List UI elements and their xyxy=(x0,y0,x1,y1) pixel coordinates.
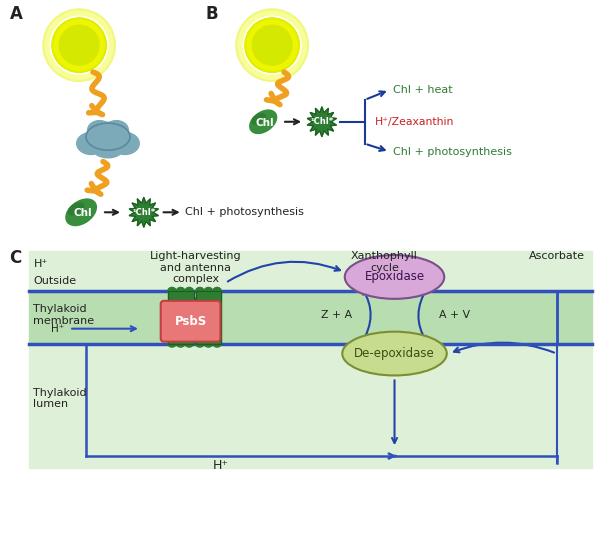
Ellipse shape xyxy=(176,340,185,347)
Text: Thylakoid
lumen: Thylakoid lumen xyxy=(34,388,87,409)
Circle shape xyxy=(52,18,106,72)
Circle shape xyxy=(59,25,99,65)
Ellipse shape xyxy=(185,287,193,294)
Text: Thylakoid
membrane: Thylakoid membrane xyxy=(34,304,95,326)
Text: Outside: Outside xyxy=(34,276,77,286)
Circle shape xyxy=(243,16,301,74)
Text: Chl + photosynthesis: Chl + photosynthesis xyxy=(392,147,511,157)
Text: ¹Chl*: ¹Chl* xyxy=(310,118,334,126)
Polygon shape xyxy=(129,197,158,227)
Ellipse shape xyxy=(205,340,212,347)
Circle shape xyxy=(50,16,108,74)
Text: C: C xyxy=(10,249,22,267)
Ellipse shape xyxy=(213,287,221,294)
Ellipse shape xyxy=(168,340,176,347)
Text: PsbS: PsbS xyxy=(175,315,206,328)
FancyBboxPatch shape xyxy=(167,291,194,344)
Ellipse shape xyxy=(345,255,444,299)
Text: H⁺: H⁺ xyxy=(34,259,47,269)
Ellipse shape xyxy=(77,133,106,155)
Ellipse shape xyxy=(176,287,185,294)
Ellipse shape xyxy=(104,121,128,139)
Ellipse shape xyxy=(250,110,277,134)
Text: ¹Chl*: ¹Chl* xyxy=(132,208,155,217)
FancyBboxPatch shape xyxy=(29,344,592,468)
Text: Xanthophyll
cycle: Xanthophyll cycle xyxy=(351,251,418,273)
Ellipse shape xyxy=(252,114,265,124)
Text: H⁺/Zeaxanthin: H⁺/Zeaxanthin xyxy=(374,117,454,127)
FancyBboxPatch shape xyxy=(29,251,592,291)
Ellipse shape xyxy=(110,133,139,155)
Ellipse shape xyxy=(68,203,84,215)
Text: Chl: Chl xyxy=(74,208,92,218)
Text: Z + A: Z + A xyxy=(321,310,352,320)
Text: Chl + heat: Chl + heat xyxy=(392,85,452,95)
Ellipse shape xyxy=(196,340,204,347)
Text: Epoxidase: Epoxidase xyxy=(364,271,425,284)
Ellipse shape xyxy=(88,121,112,139)
Text: De-epoxidase: De-epoxidase xyxy=(354,347,435,360)
Text: Chl: Chl xyxy=(256,118,274,128)
Circle shape xyxy=(236,9,308,81)
Text: A: A xyxy=(10,5,22,23)
Ellipse shape xyxy=(342,331,447,376)
FancyBboxPatch shape xyxy=(29,291,592,344)
FancyBboxPatch shape xyxy=(196,291,221,344)
Ellipse shape xyxy=(86,122,130,151)
Polygon shape xyxy=(307,107,337,137)
Text: H⁺: H⁺ xyxy=(50,324,64,334)
Text: Ascorbate: Ascorbate xyxy=(529,251,584,261)
Ellipse shape xyxy=(196,287,204,294)
Text: A + V: A + V xyxy=(439,310,470,320)
Text: H⁺: H⁺ xyxy=(212,459,229,473)
Ellipse shape xyxy=(213,340,221,347)
Ellipse shape xyxy=(168,287,176,294)
FancyBboxPatch shape xyxy=(161,301,220,342)
Circle shape xyxy=(252,25,292,65)
Text: Light-harvesting
and antenna
complex: Light-harvesting and antenna complex xyxy=(150,251,241,284)
Ellipse shape xyxy=(66,199,97,225)
Ellipse shape xyxy=(205,287,212,294)
Ellipse shape xyxy=(93,139,123,158)
Text: B: B xyxy=(205,5,218,23)
Circle shape xyxy=(245,18,299,72)
Circle shape xyxy=(43,9,115,81)
Text: Chl + photosynthesis: Chl + photosynthesis xyxy=(185,208,304,217)
Ellipse shape xyxy=(185,340,193,347)
